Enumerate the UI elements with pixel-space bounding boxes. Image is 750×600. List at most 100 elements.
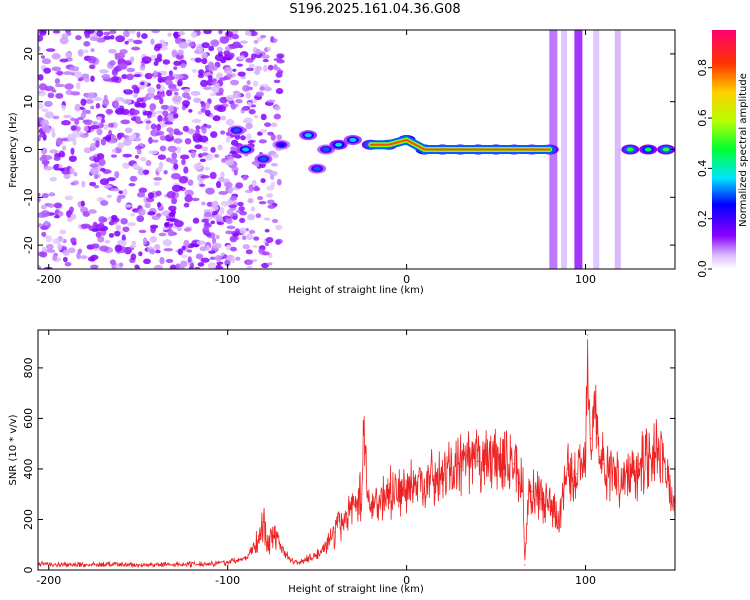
heatmap-speckle [213,154,220,158]
snr-point [209,563,211,565]
heatmap-speckle [109,30,117,35]
heatmap-speckle [69,65,80,72]
heatmap-speckle [192,217,200,224]
x-tick-label: -200 [36,574,61,587]
heatmap-speckle [203,211,212,218]
heatmap-speckle [207,75,213,80]
heatmap-speckle [263,217,271,221]
heatmap-speckle [251,179,257,187]
heatmap-speckle [189,262,195,269]
heatmap-speckle [181,158,186,166]
y-tick-label: -10 [22,188,35,206]
y-tick-label: -20 [22,236,35,254]
heatmap-speckle [111,214,118,221]
heatmap-speckle [90,258,96,262]
heatmap-speckle [247,213,256,221]
heatmap-speckle [83,49,89,54]
heatmap-speckle [38,265,42,269]
heatmap-speckle [254,65,263,72]
heatmap-speckle [215,216,224,222]
snr-point [599,455,601,457]
heatmap-speckle [152,70,159,77]
heatmap-speckle [175,263,181,269]
heatmap-speckle [122,162,130,169]
heatmap-speckle [181,254,188,259]
heatmap-speckle [39,133,45,138]
heatmap-speckle [53,215,61,219]
heatmap-speckle [103,31,111,36]
heatmap-speckle [138,229,147,234]
heatmap-speckle [194,144,203,150]
heatmap-speckle [208,250,216,254]
colorbar-tick-label: 0.4 [696,160,709,178]
heatmap-speckle [150,123,157,130]
heatmap-speckle [51,89,57,93]
heatmap-speckle [123,30,130,38]
heatmap-speckle [149,248,156,255]
heatmap-speckle [248,184,254,192]
heatmap-speckle [88,209,97,214]
snr-point [629,473,631,475]
heatmap-speckle [193,163,203,170]
heatmap-speckle [85,109,91,115]
heatmap-speckle [275,239,281,245]
heatmap-speckle [129,56,135,63]
heatmap-speckle [183,227,192,232]
heatmap-speckle [190,150,196,159]
heatmap-speckle [62,249,71,256]
heatmap-speckle [134,154,139,159]
heatmap-speckle [187,179,194,186]
heatmap-speckle [79,255,88,260]
heatmap-speckle [180,260,188,268]
heatmap-speckle [133,74,142,78]
heatmap-speckle [177,31,185,36]
heatmap-speckle [231,33,240,40]
heatmap-speckle [67,133,77,142]
heatmap-speckle [173,128,180,135]
x-tick-label: 100 [575,273,596,286]
heatmap-speckle [129,244,137,248]
heatmap-speckle [225,230,233,235]
heatmap-ridge-point [304,133,312,138]
heatmap-speckle [109,187,120,192]
heatmap-speckle [186,249,193,253]
heatmap-speckle [215,82,220,89]
heatmap-streak [593,30,600,269]
heatmap-speckle [258,139,267,144]
heatmap-speckle [258,200,267,205]
heatmap-speckle [218,30,223,35]
heatmap-speckle [208,64,215,72]
heatmap-speckle [119,262,124,267]
heatmap-ridge-point [277,142,285,147]
heatmap-speckle [229,150,237,154]
heatmap-ridge-point [322,147,330,152]
heatmap-speckle [215,181,222,189]
heatmap-speckle [203,30,212,35]
heatmap-speckle [154,57,163,63]
heatmap-speckle [163,170,168,175]
heatmap-speckle [172,95,182,103]
heatmap-speckle [49,149,59,154]
heatmap-speckle [126,221,137,227]
heatmap-speckle [111,149,117,153]
heatmap-speckle [159,97,164,105]
heatmap-speckle [100,138,107,146]
heatmap-speckle [206,124,212,129]
heatmap-speckle [248,229,256,234]
heatmap-speckle [120,108,130,116]
heatmap-speckle [99,69,109,74]
heatmap-speckle [262,251,270,256]
snr-point [540,498,542,500]
heatmap-speckle [271,219,279,223]
heatmap-speckle [126,73,134,81]
heatmap-speckle [92,137,101,142]
heatmap-speckle [121,234,126,242]
heatmap-speckle [52,115,60,120]
heatmap-speckle [165,258,174,264]
snr-frame [37,329,676,571]
heatmap-speckle [217,144,223,151]
heatmap-speckle [266,185,275,191]
snr-point [567,468,569,470]
heatmap-speckle [157,130,165,136]
heatmap-speckle [159,135,167,141]
